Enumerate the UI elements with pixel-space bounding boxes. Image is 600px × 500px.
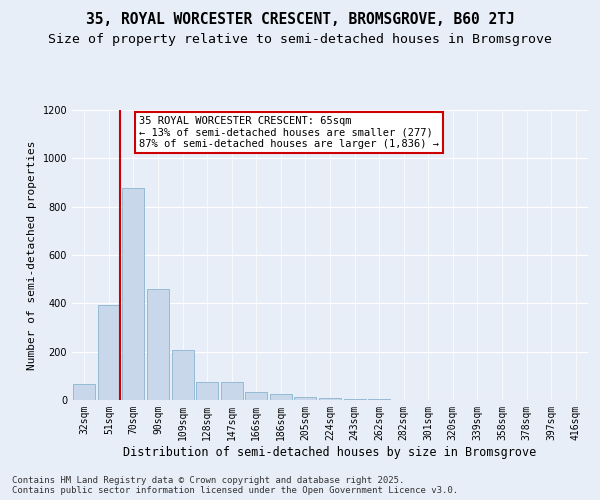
Bar [196, 382, 218, 400]
Bar [73, 384, 95, 400]
Bar [98, 304, 120, 400]
Bar [122, 188, 145, 400]
Text: 35, ROYAL WORCESTER CRESCENT, BROMSGROVE, B60 2TJ: 35, ROYAL WORCESTER CRESCENT, BROMSGROVE… [86, 12, 514, 28]
Bar [344, 399, 365, 400]
Bar [270, 394, 292, 400]
Bar [319, 398, 341, 400]
Bar [295, 396, 316, 400]
Text: 35 ROYAL WORCESTER CRESCENT: 65sqm
← 13% of semi-detached houses are smaller (27: 35 ROYAL WORCESTER CRESCENT: 65sqm ← 13%… [139, 116, 439, 149]
Y-axis label: Number of semi-detached properties: Number of semi-detached properties [27, 140, 37, 370]
Bar [245, 392, 268, 400]
Bar [221, 382, 243, 400]
Text: Size of property relative to semi-detached houses in Bromsgrove: Size of property relative to semi-detach… [48, 32, 552, 46]
Bar [368, 399, 390, 400]
Bar [147, 289, 169, 400]
X-axis label: Distribution of semi-detached houses by size in Bromsgrove: Distribution of semi-detached houses by … [124, 446, 536, 458]
Text: Contains HM Land Registry data © Crown copyright and database right 2025.
Contai: Contains HM Land Registry data © Crown c… [12, 476, 458, 495]
Bar [172, 350, 194, 400]
